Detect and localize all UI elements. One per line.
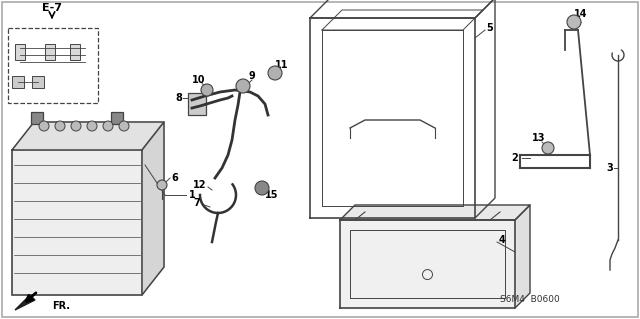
Circle shape bbox=[39, 121, 49, 131]
Circle shape bbox=[542, 142, 554, 154]
Bar bbox=[32, 76, 44, 88]
Text: 12: 12 bbox=[193, 180, 207, 190]
Circle shape bbox=[103, 121, 113, 131]
Text: 8: 8 bbox=[175, 93, 182, 103]
Bar bbox=[8, 28, 98, 103]
Circle shape bbox=[268, 66, 282, 80]
Text: 6: 6 bbox=[172, 173, 179, 183]
Circle shape bbox=[157, 180, 167, 190]
Bar bbox=[12, 150, 142, 295]
Circle shape bbox=[71, 121, 81, 131]
Bar bbox=[45, 44, 55, 60]
Text: 11: 11 bbox=[275, 60, 289, 70]
Text: FR.: FR. bbox=[52, 301, 70, 311]
Polygon shape bbox=[142, 122, 164, 295]
Bar bbox=[31, 112, 43, 124]
Circle shape bbox=[236, 79, 250, 93]
Bar bbox=[15, 44, 25, 60]
Circle shape bbox=[201, 84, 213, 96]
Text: 9: 9 bbox=[248, 71, 255, 81]
Text: 3: 3 bbox=[607, 163, 613, 173]
Polygon shape bbox=[340, 220, 515, 308]
Polygon shape bbox=[515, 205, 530, 308]
Text: 14: 14 bbox=[574, 9, 588, 19]
Bar bbox=[70, 44, 80, 60]
Circle shape bbox=[87, 121, 97, 131]
Polygon shape bbox=[12, 122, 164, 150]
Text: 2: 2 bbox=[511, 153, 518, 163]
Text: 7: 7 bbox=[194, 198, 200, 208]
Bar bbox=[188, 93, 206, 115]
Circle shape bbox=[119, 121, 129, 131]
Text: 15: 15 bbox=[265, 190, 279, 200]
Polygon shape bbox=[15, 295, 35, 310]
Text: S6M4  B0600: S6M4 B0600 bbox=[500, 295, 560, 305]
Text: 4: 4 bbox=[499, 235, 506, 245]
Bar bbox=[111, 112, 123, 124]
Text: 13: 13 bbox=[532, 133, 546, 143]
Polygon shape bbox=[340, 205, 530, 220]
Text: 5: 5 bbox=[486, 23, 493, 33]
Text: 10: 10 bbox=[192, 75, 205, 85]
Text: 1: 1 bbox=[189, 190, 195, 200]
Circle shape bbox=[55, 121, 65, 131]
Bar bbox=[12, 76, 24, 88]
Text: E-7: E-7 bbox=[42, 3, 62, 13]
Circle shape bbox=[567, 15, 581, 29]
Circle shape bbox=[255, 181, 269, 195]
